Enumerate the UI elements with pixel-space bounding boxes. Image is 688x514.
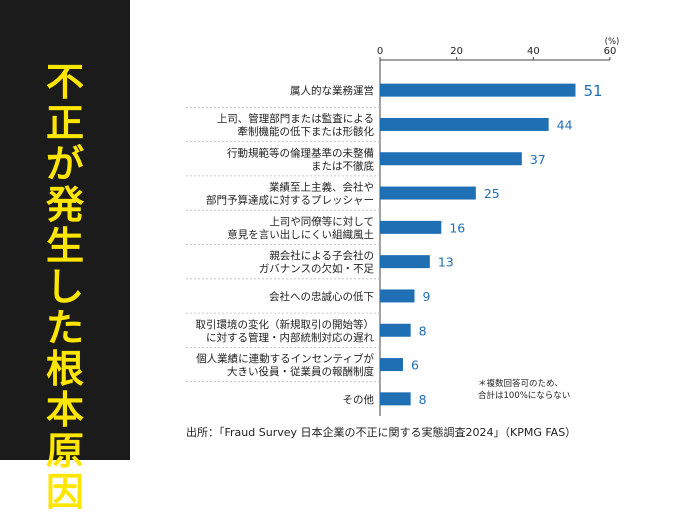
bar (380, 83, 576, 97)
bar (380, 289, 415, 303)
bar (380, 220, 442, 234)
note-line: ＊複数回答可のため、 (478, 379, 564, 389)
side-title-char: 生 (45, 224, 84, 268)
unit-label: (%) (605, 37, 620, 47)
bar-chart: 0 20 40 60(%) 属人的な業務運営 51 上司、管理部門または監査による牽制機能の… (186, 37, 620, 416)
bar (380, 392, 411, 406)
side-title-char: 根 (45, 347, 84, 391)
category-label: または不徹底 (311, 159, 374, 172)
side-banner: 不正が発生した根本原因 (0, 0, 130, 513)
x-tick-label: 60 (604, 46, 617, 57)
category-label: 業績至上主義、会社や (269, 181, 374, 194)
side-title-char: 本 (45, 388, 84, 432)
category-label: ガバナンスの欠如・不足 (259, 262, 375, 275)
source-text: 出所：「Fraud Survey 日本企業の不正に関する実態調査2024」（KP… (186, 426, 577, 439)
category-label: 意見を言い出しにくい組織風土 (227, 228, 374, 241)
side-title-char: 正 (45, 101, 84, 145)
category-label: 上司や同僚等に対して (269, 215, 374, 228)
bar (380, 358, 403, 372)
value-label: 37 (530, 152, 546, 167)
category-label: 属人的な業務運営 (290, 84, 374, 97)
category-label: 行動規範等の倫理基準の未整備 (227, 146, 374, 159)
x-tick-label: 20 (450, 46, 463, 57)
bar (380, 186, 476, 200)
category-label: 牽制機能の低下または形骸化 (238, 125, 375, 138)
side-title-char: た (45, 306, 84, 350)
category-label: に対する管理・内部統制対応の遅れ (206, 331, 374, 344)
note-line: 合計は100%にならない (478, 391, 571, 401)
category-label: 個人業績に連動するインセンティブが (196, 352, 374, 365)
value-label: 13 (438, 255, 454, 270)
side-title-char: 不 (45, 60, 84, 104)
category-label: 取引環境の変化（新規取引の開始等） (196, 318, 375, 331)
category-label: 親会社による子会社の (269, 249, 374, 262)
side-title-char: が (45, 142, 84, 186)
value-label: 9 (423, 289, 431, 304)
value-label: 8 (419, 392, 427, 407)
value-label: 44 (557, 117, 573, 132)
category-label: その他 (343, 393, 375, 406)
page: 不正が発生した根本原因 0 20 40 60 (%) 属人的な業務運営 51 上司、管理部門ま… (0, 0, 620, 513)
bar (380, 152, 522, 166)
x-tick-label: 0 (377, 46, 383, 57)
value-label: 6 (411, 358, 419, 373)
category-label: 上司、管理部門または監査による (217, 112, 374, 125)
value-label: 8 (419, 323, 427, 338)
category-label: 会社への忠誠心の低下 (269, 290, 374, 303)
bar (380, 323, 411, 337)
value-label: 16 (449, 220, 465, 235)
bar (380, 117, 549, 131)
side-title-char: し (45, 265, 84, 309)
chart-note: ＊複数回答可のため、 合計は100%にならない (478, 378, 570, 402)
side-title-char: 発 (45, 183, 84, 227)
x-tick-label: 40 (527, 46, 540, 57)
category-label: 部門予算達成に対するプレッシャー (206, 194, 374, 207)
value-label: 25 (484, 186, 500, 201)
category-label: 大きい役員・従業員の報酬制度 (227, 365, 374, 378)
side-title: 不正が発生した根本原因 (0, 62, 130, 513)
side-title-char: 因 (45, 470, 84, 514)
bar (380, 255, 430, 269)
value-label: 51 (584, 82, 603, 100)
